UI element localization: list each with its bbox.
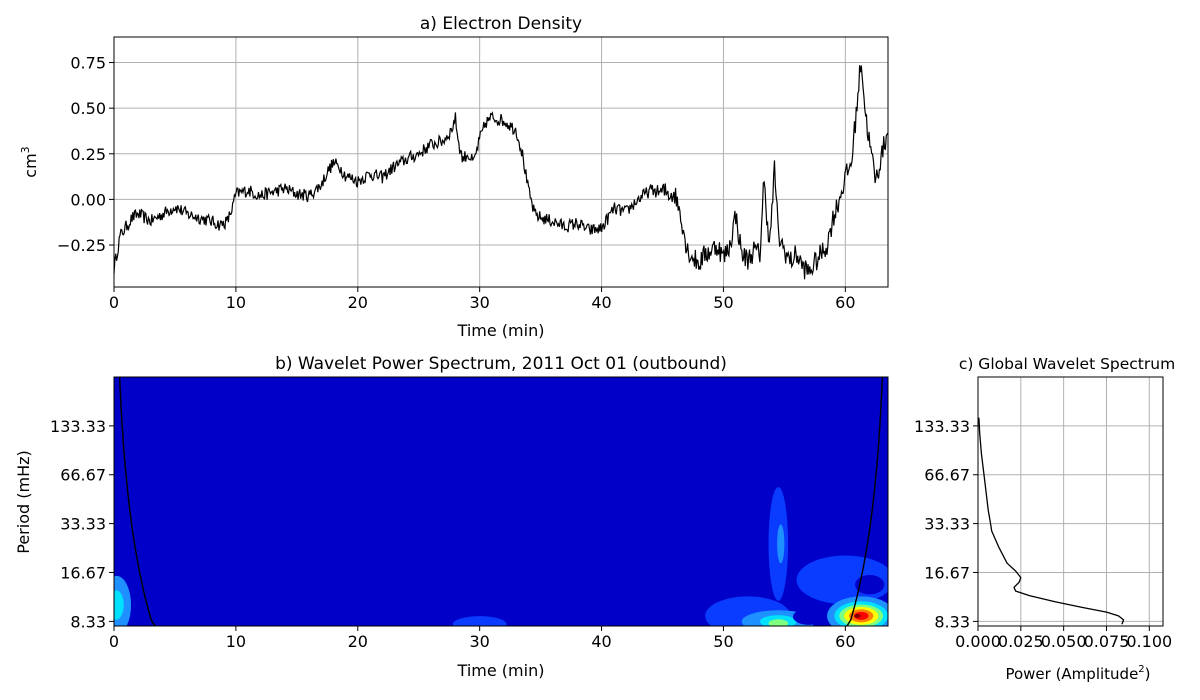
panel-b-contour-blob — [777, 524, 785, 564]
panel-c-ytick-label: 16.67 — [924, 563, 970, 582]
panel-b-xtick-label: 10 — [226, 632, 246, 651]
panel-c-ytick-label: 66.67 — [924, 466, 970, 485]
panel-b-ytick-label: 8.33 — [70, 612, 106, 631]
panel-c-xtick-label: 0.075 — [1084, 632, 1130, 651]
panel-c-xlabel-suffix: ) — [1145, 665, 1151, 683]
panel-a-xtick-label: 10 — [226, 293, 246, 312]
panel-a-xtick-label: 60 — [835, 293, 855, 312]
panel-b-ytick-label: 66.67 — [60, 466, 106, 485]
panel-a-ytick-label: 0.00 — [70, 190, 106, 209]
panel-a-frame — [113, 36, 889, 288]
panel-b-contour-blob — [114, 590, 124, 620]
panel-c-xtick-label: 0.000 — [955, 632, 1001, 651]
panel-a-ytick-label: 0.50 — [70, 99, 106, 118]
panel-a-series-line — [113, 65, 889, 280]
panel-b-coi-right — [846, 377, 884, 626]
panel-c-xlabel: Power (Amplitude2) — [1005, 664, 1150, 683]
panel-a-electron-density: a) Electron Density 0 10 20 30 40 50 60 −0.25 0.… — [19, 14, 889, 340]
panel-c-xlabel-base: Power (Amplitude — [1005, 665, 1138, 683]
panel-c-ytick-label: 133.33 — [914, 417, 970, 436]
panel-c-xlabel-sup: 2 — [1138, 664, 1144, 675]
panel-a-title: a) Electron Density — [420, 14, 582, 34]
panel-c-xtick-label: 0.050 — [1041, 632, 1087, 651]
panel-b-contour-blob — [853, 611, 869, 620]
panel-b-ytick-label: 133.33 — [50, 417, 106, 436]
panel-b-wavelet-power: b) Wavelet Power Spectrum, 2011 Oct 01 (… — [14, 354, 889, 680]
panel-a-ylabel-sup: 3 — [19, 146, 32, 153]
panel-c-ytick-label: 33.33 — [924, 515, 970, 534]
panel-b-title: b) Wavelet Power Spectrum, 2011 Oct 01 (… — [275, 354, 727, 374]
panel-b-contour-blob — [792, 608, 825, 625]
panel-c-frame — [977, 376, 1164, 627]
panel-c-xtick-label: 0.025 — [998, 632, 1044, 651]
panel-b-ytick-label: 16.67 — [60, 563, 106, 582]
panel-b-coi-left — [118, 377, 156, 626]
panel-a-grid — [113, 37, 888, 287]
panel-b-xtick-label: 60 — [835, 632, 855, 651]
panel-c-ytick-label: 8.33 — [934, 612, 970, 631]
panel-b-frame — [113, 376, 889, 627]
panel-b-ticks: 0 10 20 30 40 50 60 8.33 16.67 33.33 66.67 133.33 — [50, 417, 856, 651]
panel-b-ytick-label: 33.33 — [60, 515, 106, 534]
panel-a-ylabel-base: cm — [21, 153, 40, 177]
panel-c-xtick-label: 0.100 — [1126, 632, 1172, 651]
panel-b-contour-blob — [452, 616, 507, 626]
panel-a-ytick-label: 0.25 — [70, 145, 106, 164]
panel-a-xlabel: Time (min) — [457, 321, 545, 340]
panel-b-xtick-label: 0 — [109, 632, 119, 651]
panel-b-ylabel: Period (mHz) — [14, 450, 33, 553]
panel-a-ylabel: cm3 — [19, 146, 40, 177]
panel-a-data — [113, 65, 889, 280]
panel-c-data — [978, 417, 1125, 625]
panel-b-xlabel: Time (min) — [457, 661, 545, 680]
panel-b-contours — [114, 377, 888, 626]
panel-c-series-line — [978, 417, 1125, 625]
panel-b-xtick-label: 50 — [713, 632, 733, 651]
panel-b-background — [114, 377, 888, 626]
panel-a-xtick-label: 50 — [713, 293, 733, 312]
panel-a-ticks: 0 10 20 30 40 50 60 −0.25 0.00 0.25 0.50 0.75 — [57, 54, 856, 312]
panel-b-contour-blob — [855, 575, 885, 595]
panel-b-contour-blob — [854, 613, 861, 618]
panel-b-xtick-label: 30 — [469, 632, 489, 651]
panel-a-xtick-label: 0 — [109, 293, 119, 312]
panel-a-ytick-label: 0.75 — [70, 54, 106, 73]
panel-a-xtick-label: 20 — [348, 293, 368, 312]
panel-c-global-wavelet: c) Global Wavelet Spectrum 0.0000.0250.0… — [914, 355, 1175, 683]
panel-a-ytick-label: −0.25 — [57, 236, 106, 255]
panel-b-xtick-label: 20 — [348, 632, 368, 651]
panel-a-xtick-label: 30 — [469, 293, 489, 312]
panel-c-title: c) Global Wavelet Spectrum — [959, 355, 1175, 373]
panel-b-contour-blob — [768, 619, 789, 626]
panel-a-ylabel-group: cm3 — [19, 146, 40, 177]
panel-c-grid — [977, 377, 1163, 626]
panel-a-xtick-label: 40 — [591, 293, 611, 312]
panel-b-xtick-label: 40 — [591, 632, 611, 651]
